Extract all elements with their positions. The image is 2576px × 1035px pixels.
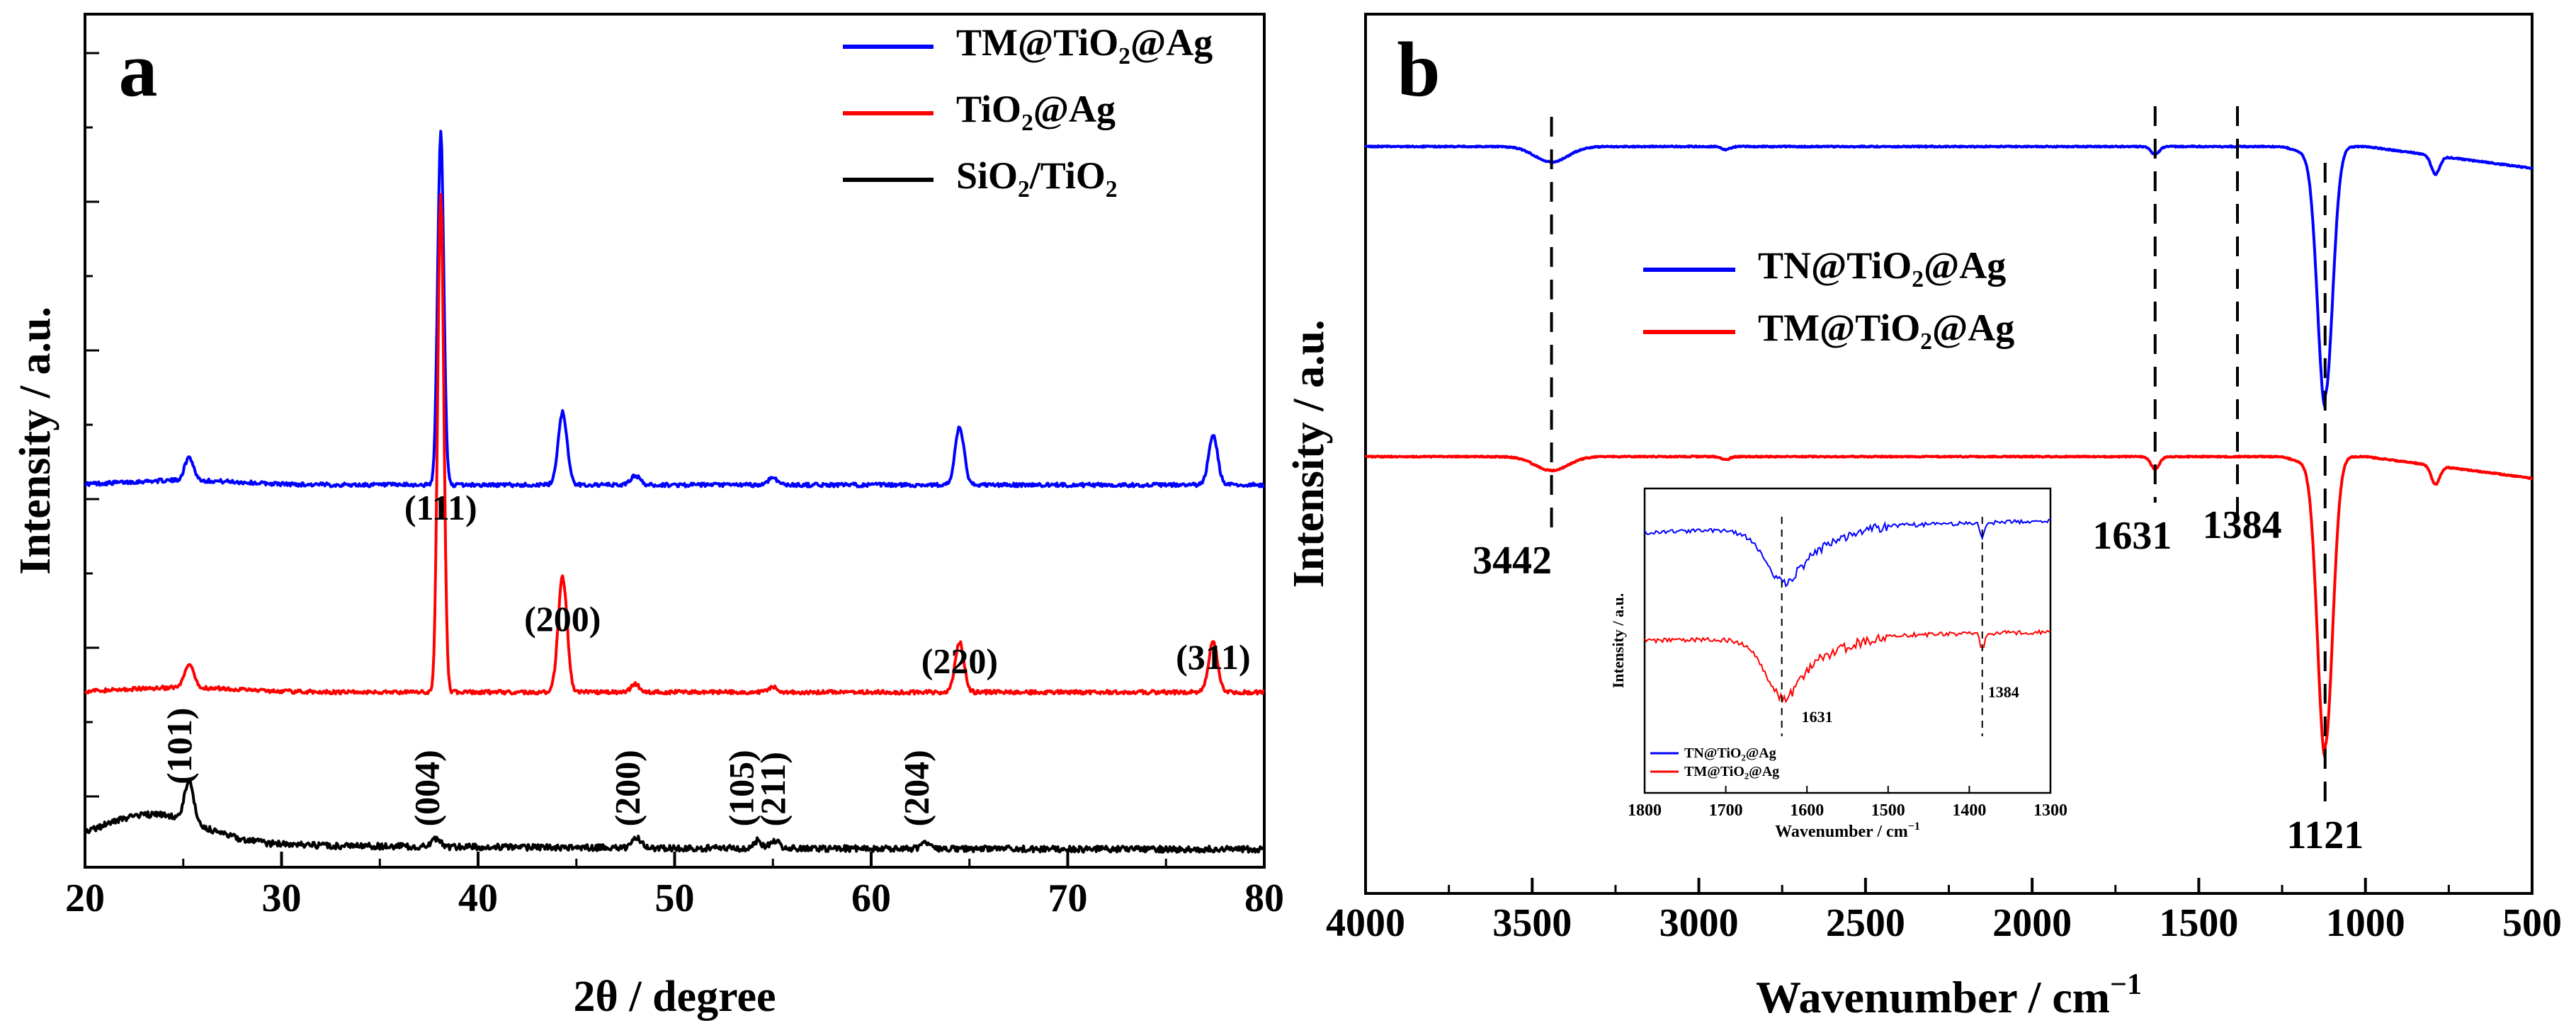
legend-label-tail: @Ag (1924, 244, 2006, 287)
inset-band-label: 1384 (1988, 683, 2019, 701)
peak-label: (220) (921, 641, 998, 681)
xrd-series-2 (84, 779, 1266, 854)
peak-label: (004) (407, 750, 447, 826)
legend-label-tail: /TiO (1029, 154, 1106, 197)
peak-label: (200) (608, 750, 647, 826)
x-tick-label: 1000 (2326, 901, 2405, 945)
peak-label: (101) (159, 708, 199, 784)
legend-label-sub: 2 (1021, 110, 1033, 136)
peak-label: (211) (753, 752, 793, 827)
x-tick-label: 60 (851, 876, 891, 920)
inset-x-tick-label: 1700 (1709, 801, 1743, 820)
x-tick-label: 3500 (1492, 901, 1572, 945)
x-tick-label: 80 (1244, 876, 1284, 920)
band-label: 3442 (1473, 539, 1552, 583)
legend-label: SiO2/TiO2 (956, 154, 1118, 202)
legend-label: TM@TiO2@Ag (956, 21, 1213, 69)
legend-label: TiO2@Ag (956, 88, 1116, 136)
peak-label: (204) (896, 750, 936, 826)
plot-frame (84, 13, 1266, 869)
x-tick-label: 20 (65, 876, 105, 920)
xrd-series-0 (84, 130, 1265, 488)
panel-b: 4000 3500 3000 2500 2000 1500 1000 500 3442 1631 1… (1285, 13, 2562, 1022)
inset-legend-label-label: TM@TiO (1684, 764, 1744, 779)
legend-label-label: TM@TiO (1758, 307, 1920, 349)
band-label: 1121 (2286, 813, 2364, 857)
x-axis-label-sup: −1 (2110, 968, 2142, 1001)
inset-x-tick-label: 1300 (2033, 801, 2067, 820)
x-axis-label: 2θ / degree (573, 973, 776, 1021)
peak-label: (311) (1176, 637, 1251, 677)
legend-label-sub: 2 (1912, 266, 1924, 292)
legend-label-tail: @Ag (1033, 88, 1116, 130)
legend-label-tail: @Ag (1932, 307, 2014, 349)
inset-legend-label-tail: @Ag (1749, 764, 1779, 779)
inset-x-tick-label: 1600 (1790, 801, 1824, 820)
inset-legend-label: TM@TiO2@Ag (1684, 764, 1779, 781)
legend-label-sub2: 2 (1106, 176, 1118, 202)
inset-x-tick-label: 1800 (1628, 801, 1662, 820)
xrd-series-1 (84, 193, 1265, 696)
legend-label-label: TM@TiO (956, 21, 1118, 64)
legend-label-label: TiO (956, 88, 1021, 130)
inset-y-axis-label: Intensity / a.u. (1609, 593, 1627, 688)
ftir-series-1 (1364, 454, 2534, 758)
inset-x-axis-label-sup: −1 (1908, 820, 1920, 833)
panel-a: 20 30 40 50 60 70 80 (111) (200) (220) (311) (101) (… (11, 13, 1284, 1021)
x-tick-label: 40 (458, 876, 498, 920)
inset-x-axis-label: Wavenumber / cm−1 (1775, 820, 1920, 841)
x-tick-label: 70 (1048, 876, 1088, 920)
inset-legend-label-sub: 2 (1741, 753, 1745, 762)
y-axis-label: Intensity / a.u. (1285, 320, 1333, 588)
inset-legend-label: TN@TiO2@Ag (1684, 745, 1776, 762)
legend-label-sub: 2 (1018, 176, 1030, 202)
inset-x-tick-label: 1400 (1952, 801, 1986, 820)
peak-label: (111) (404, 488, 477, 527)
legend-label: TN@TiO2@Ag (1758, 244, 2006, 292)
legend-label-sub: 2 (1118, 43, 1130, 69)
band-label: 1384 (2203, 503, 2282, 547)
x-tick-label: 1500 (2159, 901, 2238, 945)
ftir-series-0 (1364, 144, 2534, 408)
inset-legend-label-sub: 2 (1744, 771, 1749, 781)
legend-label-label: SiO (956, 154, 1018, 197)
inset-band-label: 1631 (1802, 708, 1833, 726)
legend-label-sub: 2 (1920, 328, 1932, 355)
peak-label: (105) (722, 750, 761, 826)
x-tick-label: 2000 (1992, 901, 2072, 945)
x-tick-label: 500 (2502, 901, 2562, 945)
peak-label: (200) (524, 599, 601, 639)
legend-label: TM@TiO2@Ag (1758, 307, 2014, 355)
panel-letter-b: b (1397, 26, 1440, 113)
x-tick-label: 50 (655, 876, 695, 920)
y-axis-label: Intensity / a.u. (11, 307, 59, 575)
inset-legend-label-tail: @Ag (1746, 745, 1776, 761)
x-tick-label: 4000 (1326, 901, 1405, 945)
inset: 1800 1700 1600 1500 1400 130016311384TN@TiO2@… (1609, 487, 2067, 841)
x-tick-label: 3000 (1659, 901, 1739, 945)
x-tick-label: 2500 (1826, 901, 1905, 945)
inset-x-tick-label: 1500 (1871, 801, 1905, 820)
x-axis-label: Wavenumber / cm−1 (1756, 968, 2142, 1022)
inset-legend-label-label: TN@TiO (1684, 745, 1741, 761)
legend-label-tail: @Ag (1130, 21, 1213, 64)
legend-label-label: TN@TiO (1758, 244, 1912, 287)
x-tick-label: 30 (262, 876, 302, 920)
band-label: 1631 (2092, 514, 2172, 558)
panel-letter-a: a (119, 26, 158, 113)
